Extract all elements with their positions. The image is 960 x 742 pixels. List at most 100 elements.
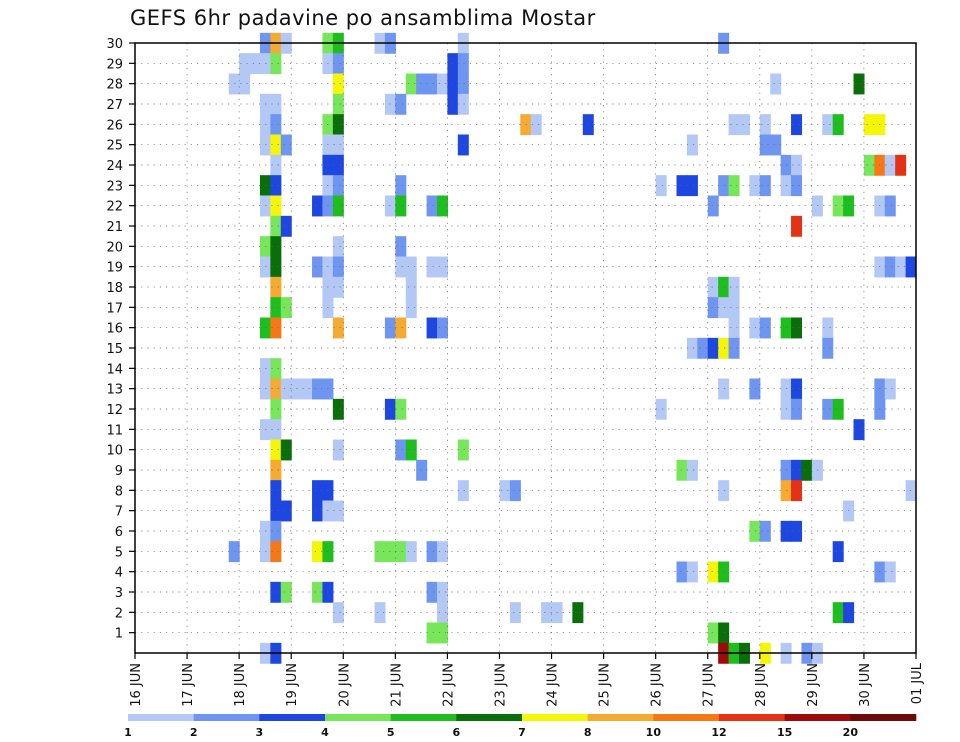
heatmap-cell <box>384 541 396 563</box>
colorbar-swatch <box>784 714 851 721</box>
heatmap-cell <box>395 398 407 420</box>
y-tick-label: 18 <box>106 281 123 296</box>
x-tick-label: 25 JUN <box>598 663 613 707</box>
x-tick-label: 22 JUN <box>441 663 456 707</box>
heatmap-cell <box>395 195 407 217</box>
heatmap-cell <box>384 195 396 217</box>
heatmap-cell <box>270 317 282 339</box>
heatmap-cell <box>509 480 521 502</box>
heatmap-cell <box>457 93 469 115</box>
heatmap-cell <box>832 602 844 624</box>
heatmap-cell <box>770 134 782 156</box>
heatmap-cell <box>530 114 542 136</box>
heatmap-cell <box>405 439 417 461</box>
colorbar-swatch <box>128 714 194 721</box>
y-tick-label: 4 <box>115 566 123 581</box>
heatmap-cell <box>853 73 865 95</box>
colorbar-label: 7 <box>518 726 526 739</box>
heatmap-cell <box>312 480 324 502</box>
y-tick-label: 28 <box>106 78 123 93</box>
y-tick-label: 6 <box>115 525 123 540</box>
heatmap-cell <box>728 337 740 359</box>
colorbar: 1 2 3 4 5 6 7 8 10 12 15 20 <box>124 714 917 739</box>
heatmap-cell <box>457 134 469 156</box>
heatmap-cell <box>436 541 448 563</box>
heatmap-cell <box>707 561 719 583</box>
y-tick-label: 20 <box>106 240 123 255</box>
heatmap-cell <box>332 439 344 461</box>
heatmap-cell <box>541 602 553 624</box>
heatmap-cell <box>707 195 719 217</box>
heatmap-cell <box>895 154 907 176</box>
heatmap-cell <box>832 541 844 563</box>
heatmap-cell <box>686 337 698 359</box>
heatmap-cell <box>791 480 803 502</box>
y-tick-label: 19 <box>106 261 123 276</box>
heatmap-cell <box>312 378 324 400</box>
heatmap-cell <box>791 459 803 481</box>
heatmap-cell <box>707 337 719 359</box>
heatmap-cell <box>312 256 324 278</box>
heatmap-cell <box>676 459 688 481</box>
x-tick-label: 27 JUN <box>702 663 717 707</box>
heatmap-cell <box>738 114 750 136</box>
heatmap-cell <box>384 398 396 420</box>
heatmap-cell <box>718 622 730 644</box>
y-tick-label: 27 <box>106 98 123 113</box>
heatmap-cell <box>457 480 469 502</box>
heatmap-cell <box>270 358 282 380</box>
heatmap-cell <box>718 378 730 400</box>
heatmap-cell <box>270 480 282 502</box>
heatmap-cell <box>707 297 719 319</box>
colorbar-label: 12 <box>711 726 726 739</box>
heatmap-cell <box>759 520 771 542</box>
heatmap-cell <box>249 53 261 75</box>
x-tick-label: 26 JUN <box>650 663 665 707</box>
heatmap-cell <box>405 276 417 298</box>
y-tick-label: 10 <box>106 444 123 459</box>
heatmap-cell <box>270 297 282 319</box>
y-tick-label: 24 <box>106 159 123 174</box>
heatmap-cell <box>270 459 282 481</box>
heatmap-cell <box>426 195 438 217</box>
heatmap-cell <box>436 73 448 95</box>
heatmap-cell <box>426 581 438 603</box>
y-tick-label: 5 <box>115 545 123 560</box>
y-tick-label: 25 <box>106 139 123 154</box>
heatmap-cell <box>447 53 459 75</box>
heatmap-cell <box>457 53 469 75</box>
heatmap-cell <box>270 154 282 176</box>
heatmap-cell <box>718 561 730 583</box>
heatmap-cell <box>426 317 438 339</box>
y-axis: 1234567891011121314151617181920212223242… <box>106 37 135 642</box>
heatmap-cell <box>686 459 698 481</box>
y-tick-label: 17 <box>106 301 123 316</box>
colorbar-swatch <box>522 714 588 721</box>
heatmap-cell <box>332 602 344 624</box>
x-tick-label: 29 JUN <box>806 663 821 707</box>
heatmap-cell <box>270 520 282 542</box>
colorbar-label: 2 <box>190 726 198 739</box>
heatmap-cell <box>270 378 282 400</box>
colorbar-label: 3 <box>256 726 264 739</box>
heatmap-cell <box>791 114 803 136</box>
heatmap-cell <box>270 256 282 278</box>
heatmap-cell <box>270 134 282 156</box>
y-tick-label: 12 <box>106 403 123 418</box>
heatmap-cell <box>332 398 344 420</box>
heatmap-cell <box>332 93 344 115</box>
heatmap-cell <box>436 622 448 644</box>
heatmap-cell <box>270 114 282 136</box>
y-tick-label: 30 <box>106 37 123 52</box>
heatmap-cell <box>384 93 396 115</box>
heatmap-cell <box>405 297 417 319</box>
x-tick-label: 19 JUN <box>285 663 300 707</box>
colorbar-label: 15 <box>777 726 792 739</box>
x-tick-label: 01 JUL <box>910 662 925 704</box>
heatmap-cell <box>395 256 407 278</box>
heatmap-cell <box>884 154 896 176</box>
heatmap-cell <box>884 256 896 278</box>
heatmap-cell <box>374 541 386 563</box>
heatmap-cell <box>436 195 448 217</box>
colorbar-label: 1 <box>124 726 132 739</box>
